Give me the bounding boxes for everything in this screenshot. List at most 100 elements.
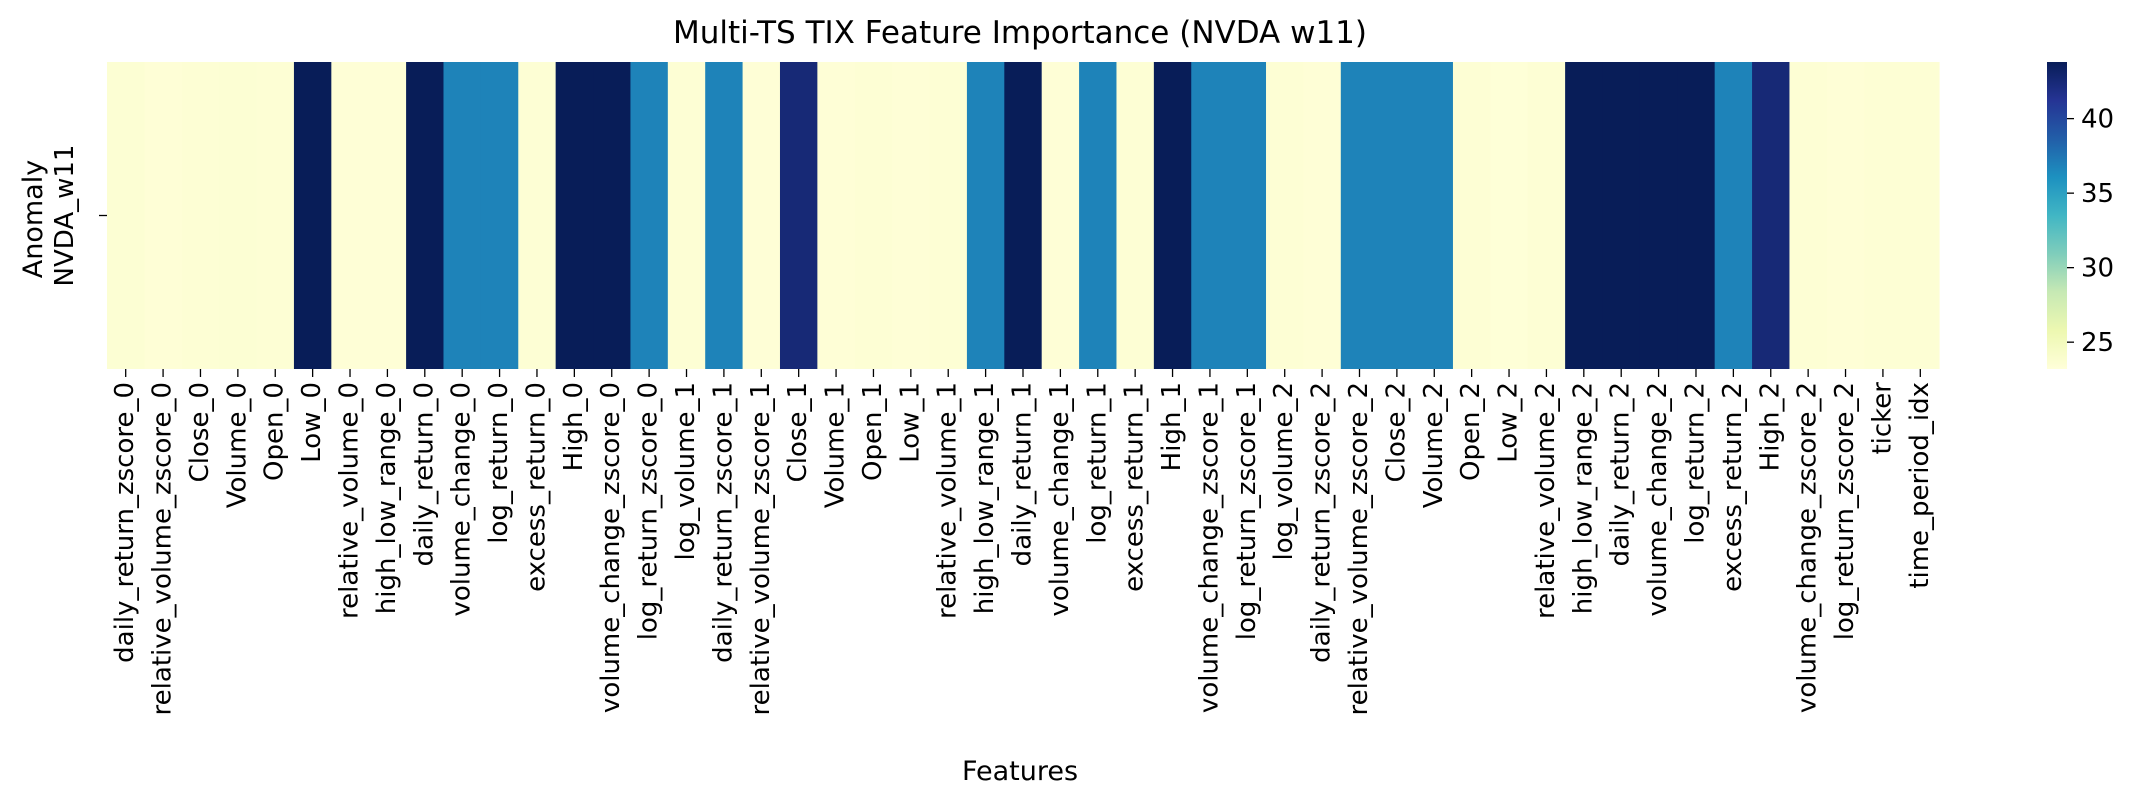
x-tick-label: excess_return_0 [521,382,551,592]
heatmap-cell [1490,62,1529,369]
heatmap-cell [368,62,407,369]
x-tick-label: Close_0 [185,382,215,482]
heatmap-cells [107,62,1940,369]
heatmap-cell [1340,62,1379,369]
x-tick-label: high_low_range_1 [970,382,1000,614]
x-tick-label: high_low_range_0 [372,382,402,614]
x-tick-label: relative_volume_zscore_2 [1344,382,1374,715]
x-tick-label: log_return_1 [1082,382,1112,544]
heatmap-cell [1565,62,1604,369]
x-tick-label: volume_change_1 [1045,382,1075,617]
heatmap-cell [1004,62,1043,369]
x-tick-label: Close_1 [783,382,813,482]
x-tick-label: daily_return_1 [1008,382,1038,566]
y-tick-label: NVDA_w11 [50,145,80,287]
x-tick-label: excess_return_2 [1718,382,1748,592]
x-tick-label: daily_return_zscore_1 [708,382,738,663]
heatmap-cell [1266,62,1305,369]
x-tick-label: High_0 [559,382,589,471]
heatmap-cell [1452,62,1491,369]
y-axis-ticks: NVDA_w11 [50,145,107,287]
heatmap-cell [1378,62,1417,369]
colorbar-tick-label: 25 [2081,328,2114,358]
heatmap-cell [1789,62,1828,369]
colorbar-tick-label: 40 [2081,105,2114,135]
x-tick-label: volume_change_2 [1643,382,1673,617]
heatmap-cell [1079,62,1118,369]
heatmap-cell [1116,62,1155,369]
heatmap-cell [1153,62,1192,369]
x-tick-label: volume_change_zscore_0 [596,382,626,713]
x-tick-label: log_return_0 [484,382,514,544]
heatmap-cell [107,62,145,369]
x-tick-label: Open_2 [1456,382,1486,481]
x-tick-label: relative_volume_1 [933,382,963,619]
x-tick-label: daily_return_2 [1606,382,1636,566]
heatmap-cell [929,62,968,369]
heatmap-cell [256,62,295,369]
x-tick-label: relative_volume_0 [335,382,365,619]
x-tick-label: relative_volume_2 [1531,382,1561,619]
heatmap-cell [593,62,632,369]
heatmap-cell [779,62,818,369]
x-tick-label: time_period_idx [1905,382,1935,589]
x-tick-label: High_2 [1755,382,1785,471]
heatmap-cell [443,62,482,369]
heatmap-cell [518,62,557,369]
x-tick-label: Open_0 [260,382,290,481]
heatmap-cell [1303,62,1342,369]
heatmap-cell [331,62,370,369]
colorbar-tick-label: 30 [2081,254,2114,284]
heatmap-cell [406,62,445,369]
heatmap-cell [480,62,519,369]
heatmap-cell [1527,62,1566,369]
x-tick-label: log_volume_2 [1269,382,1299,561]
colorbar [2047,62,2067,369]
heatmap-cell [966,62,1005,369]
heatmap-cell [144,62,183,369]
heatmap-cell [892,62,931,369]
heatmap-cell [630,62,669,369]
x-tick-label: log_return_zscore_0 [634,382,664,640]
x-tick-label: Low_0 [297,382,327,463]
x-tick-label: daily_return_zscore_0 [110,382,140,663]
heatmap-cell [1752,62,1791,369]
heatmap-cell [1826,62,1865,369]
x-tick-label: Volume_1 [821,382,851,508]
colorbar-ticks: 25 30 35 40 [2067,105,2114,358]
heatmap-cell [1041,62,1080,369]
x-tick-label: daily_return_zscore_2 [1307,382,1337,663]
x-tick-label: relative_volume_zscore_0 [148,382,178,715]
heatmap-cell [1714,62,1753,369]
heatmap-cell [742,62,781,369]
chart-title: Multi-TS TIX Feature Importance (NVDA w1… [673,15,1367,51]
x-tick-label: excess_return_1 [1120,382,1150,592]
x-tick-label: ticker [1867,382,1897,455]
x-tick-label: high_low_range_2 [1568,382,1598,614]
heatmap-cell [1602,62,1641,369]
x-tick-label: log_return_2 [1680,382,1710,544]
x-tick-label: Close_2 [1381,382,1411,482]
x-tick-label: daily_return_0 [409,382,439,566]
heatmap-cell [293,62,332,369]
heatmap-cell [817,62,856,369]
x-tick-label: relative_volume_zscore_1 [746,382,776,715]
heatmap-cell [1864,62,1903,369]
x-tick-label: High_1 [1157,382,1187,471]
x-tick-label: Volume_2 [1419,382,1449,508]
heatmap-cell [1639,62,1678,369]
heatmap-cell [1191,62,1230,369]
x-tick-label: log_return_zscore_1 [1232,382,1262,640]
colorbar-tick-label: 35 [2081,179,2114,209]
heatmap-cell [705,62,744,369]
x-axis-ticks: daily_return_zscore_0 relative_volume_zsc… [110,369,1935,715]
heatmap-cell [219,62,258,369]
x-tick-label: volume_change_zscore_2 [1793,382,1823,713]
x-tick-label: Low_2 [1494,382,1524,463]
heatmap-cell [854,62,893,369]
y-axis-label: Anomaly [18,160,49,278]
heatmap-cell [1677,62,1716,369]
x-tick-label: log_volume_1 [671,382,701,561]
x-tick-label: log_return_zscore_2 [1830,382,1860,640]
x-axis-label: Features [962,756,1078,787]
